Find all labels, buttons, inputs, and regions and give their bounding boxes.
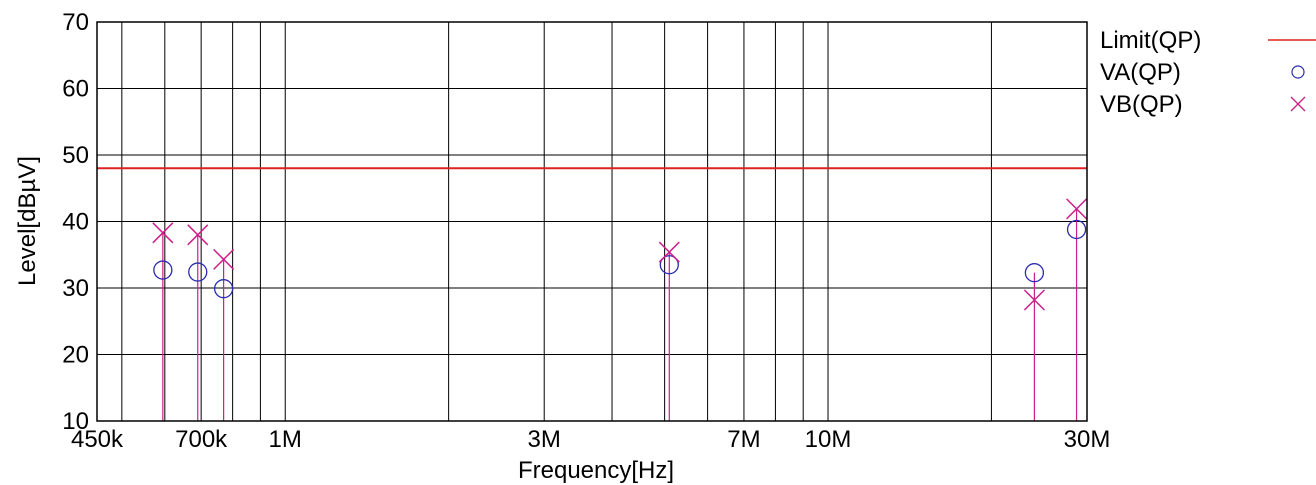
marker-x	[187, 224, 209, 246]
x-tick-labels: 450k 700k 1M 3M 7M 10M 30M	[71, 426, 1110, 453]
y-tick-label: 10	[62, 408, 89, 435]
marker-x-stroke	[187, 224, 209, 246]
marker-x	[1023, 289, 1045, 311]
y-tick-label: 30	[62, 275, 89, 302]
x-tick-label: 1M	[269, 426, 302, 453]
marker-x	[1066, 198, 1088, 220]
legend-label: VA(QP)	[1100, 59, 1181, 86]
x-tick-label: 10M	[805, 426, 852, 453]
marker-circle	[1066, 219, 1087, 240]
legend-swatch-circle	[1291, 65, 1305, 79]
legend-label: VB(QP)	[1100, 91, 1183, 118]
y-tick-label: 60	[62, 76, 89, 103]
x-tick-label: 450k	[71, 426, 124, 453]
marker-x	[152, 222, 174, 244]
y-axis-label: Level[dBµV]	[14, 156, 41, 286]
x-tick-label: 7M	[727, 426, 760, 453]
x-tick-label: 3M	[528, 426, 561, 453]
legend: Limit(QP) VA(QP) VB(QP)	[1100, 27, 1316, 118]
marker-circle	[1024, 263, 1045, 283]
marker-circle	[213, 279, 234, 299]
marker-x-stroke	[1066, 198, 1088, 220]
marker-circle	[188, 262, 208, 282]
legend-swatch-x-stroke	[1290, 96, 1306, 112]
legend-label: Limit(QP)	[1100, 27, 1201, 54]
y-tick-label: 50	[62, 142, 89, 169]
data-markers	[152, 198, 1088, 421]
marker-x	[213, 248, 235, 270]
marker-circle	[659, 255, 679, 275]
y-tick-label: 20	[62, 342, 89, 369]
plot-frame	[96, 21, 1088, 422]
marker-x-stroke	[1023, 289, 1045, 311]
marker-circle	[153, 260, 173, 280]
marker-x-stroke	[658, 241, 680, 263]
marker-x-stroke	[213, 248, 235, 270]
marker-x	[658, 241, 680, 263]
y-tick-label: 70	[62, 9, 89, 36]
legend-swatch-x	[1290, 96, 1306, 112]
y-tick-label: 40	[62, 209, 89, 236]
y-tick-labels: 10 20 30 40 50 60 70	[62, 9, 89, 435]
x-tick-label: 30M	[1064, 426, 1111, 453]
grid	[97, 22, 1087, 421]
x-tick-label: 700k	[175, 426, 228, 453]
x-axis-label: Frequency[Hz]	[518, 457, 674, 484]
marker-x-stroke	[152, 222, 174, 244]
